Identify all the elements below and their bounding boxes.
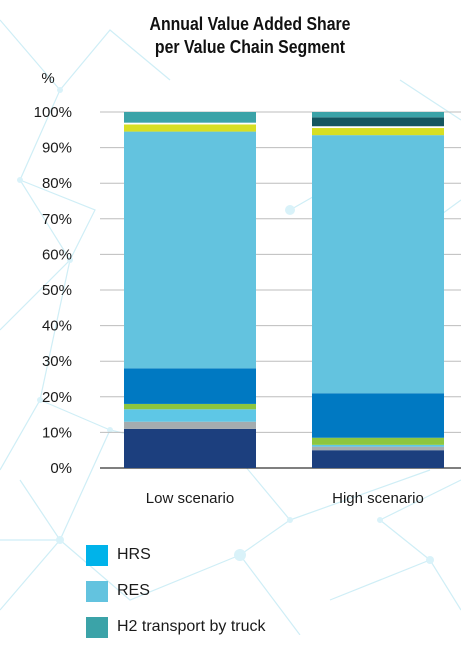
y-tick-label: 100% — [34, 104, 72, 121]
y-tick-label: 30% — [42, 353, 72, 370]
y-tick-label: 20% — [42, 389, 72, 406]
bar-segment — [124, 124, 256, 132]
bar-segment — [124, 428, 256, 468]
bar-segment — [312, 444, 444, 447]
bar-segment — [124, 131, 256, 369]
bar-segment — [312, 135, 444, 394]
bar-segment — [312, 437, 444, 445]
bar-segment — [124, 403, 256, 410]
legend-label: HRS — [117, 546, 151, 563]
y-tick-label: 0% — [50, 460, 72, 477]
bar-segment — [124, 122, 256, 125]
x-tick-label: Low scenario — [146, 490, 234, 507]
bars — [124, 112, 444, 468]
bar-segment — [124, 112, 256, 123]
bar-segment — [312, 446, 444, 451]
y-axis-label: % — [41, 70, 54, 87]
legend-swatch — [86, 544, 108, 566]
y-tick-label: 40% — [42, 318, 72, 335]
y-tick-label: 90% — [42, 140, 72, 157]
y-axis-ticks: 0% 10% 20% 30% 40% 50% 60% 70% 80% 90% 100% — [34, 104, 72, 477]
chart-title-line-1: Annual Value Added Share — [149, 14, 351, 34]
legend-item: H2 transport by truck — [86, 609, 266, 645]
legend-item: HRS — [86, 537, 266, 573]
legend: HRS RES H2 transport by truck — [86, 537, 266, 645]
legend-swatch — [86, 616, 108, 638]
bar-segment — [312, 128, 444, 136]
bar-segment — [312, 126, 444, 129]
bar-segment — [124, 368, 256, 404]
legend-swatch — [86, 580, 108, 602]
x-tick-label: High scenario — [332, 490, 424, 507]
y-tick-label: 50% — [42, 282, 72, 299]
legend-label: H2 transport by truck — [117, 618, 266, 635]
y-tick-label: 10% — [42, 424, 72, 441]
y-tick-label: 70% — [42, 211, 72, 228]
bar-segment — [124, 409, 256, 422]
legend-label: RES — [117, 582, 150, 599]
bar-segment — [312, 450, 444, 468]
bar-segment — [312, 112, 444, 118]
chart-title-line-2: per Value Chain Segment — [154, 37, 346, 57]
legend-item: RES — [86, 573, 266, 609]
y-tick-label: 80% — [42, 175, 72, 192]
bar-segment — [312, 393, 444, 438]
x-axis-ticks: Low scenario High scenario — [146, 490, 424, 507]
bar-segment — [124, 421, 256, 429]
y-tick-label: 60% — [42, 246, 72, 263]
bar-segment — [312, 117, 444, 127]
